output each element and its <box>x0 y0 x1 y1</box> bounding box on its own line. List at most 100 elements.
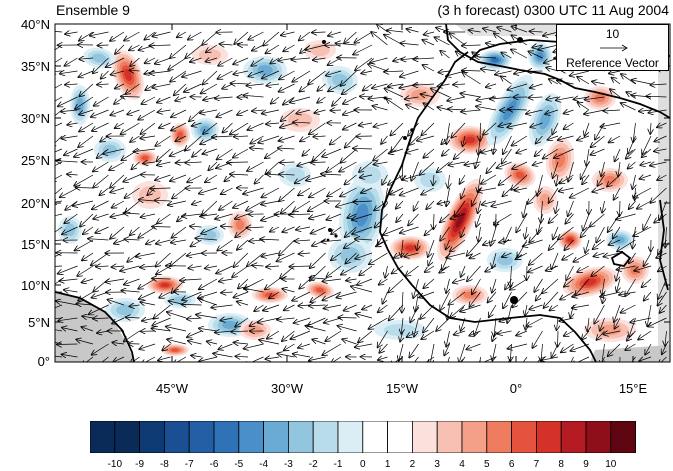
colorbar-box <box>90 421 116 453</box>
wind-vector <box>82 316 94 318</box>
wind-vector <box>235 317 249 327</box>
wind-vector <box>59 279 78 281</box>
wind-vector <box>420 161 435 175</box>
wind-vector <box>310 291 326 302</box>
wind-vector <box>328 83 342 91</box>
wind-vector <box>248 31 264 40</box>
wind-vector <box>200 214 218 216</box>
wind-vector <box>413 84 435 85</box>
wind-vector <box>312 340 326 345</box>
wind-vector <box>309 357 326 361</box>
wind-vector <box>568 200 574 216</box>
wind-vector <box>154 304 171 319</box>
wind-vector <box>478 188 497 191</box>
wind-vector <box>650 122 651 134</box>
wind-vector <box>269 291 280 298</box>
wind-vector <box>92 200 109 209</box>
wind-vector <box>341 70 357 86</box>
wind-vector <box>460 93 481 98</box>
wind-vector <box>55 329 63 332</box>
wind-vector <box>313 136 326 137</box>
wind-vector <box>428 239 435 257</box>
wind-vector <box>200 110 218 113</box>
wind-vector <box>446 187 449 206</box>
wind-vector <box>55 83 63 89</box>
wind-vector <box>310 252 326 268</box>
wind-vector <box>615 317 621 329</box>
wind-vector <box>259 340 280 345</box>
wind-vector <box>284 343 295 350</box>
wind-vector <box>143 162 156 164</box>
lat-label: 25°N <box>20 153 50 168</box>
wind-vector <box>166 327 187 332</box>
wind-vector <box>549 187 559 203</box>
wind-vector <box>162 343 171 350</box>
wind-vector <box>170 44 187 58</box>
wind-vector <box>392 265 404 274</box>
wind-vector <box>331 356 342 362</box>
colorbar-box <box>287 421 314 453</box>
wind-vector <box>510 265 511 287</box>
colorbar-box <box>560 421 587 453</box>
wind-vector <box>203 148 218 154</box>
wind-vector <box>182 291 202 300</box>
wind-vector <box>246 227 264 228</box>
wind-vector <box>525 226 527 239</box>
wind-vector <box>317 83 326 91</box>
wind-vector <box>60 71 78 74</box>
wind-vector <box>92 122 109 131</box>
reference-vector-magnitude: 10 <box>605 27 620 41</box>
wind-vector <box>396 200 404 209</box>
wind-vector <box>177 31 187 37</box>
wind-vector <box>290 266 311 267</box>
wind-vector <box>460 304 481 312</box>
wind-vector <box>504 226 512 243</box>
wind-vector <box>77 265 94 276</box>
lon-label: 45°W <box>156 381 188 396</box>
wind-vector <box>185 135 202 151</box>
wind-vector <box>98 45 109 46</box>
wind-vector <box>130 305 140 306</box>
wind-vector <box>298 344 311 348</box>
wind-vector <box>387 30 404 32</box>
wind-vector <box>507 122 528 127</box>
colorbar-box <box>139 421 165 453</box>
wind-vector <box>130 135 140 142</box>
wind-vector <box>591 265 605 276</box>
wind-vector <box>322 343 342 355</box>
wind-vector <box>82 252 94 260</box>
wind-vector <box>64 213 78 223</box>
wind-vector <box>223 122 233 133</box>
wind-vector <box>505 278 512 289</box>
wind-vector <box>196 315 218 318</box>
wind-vector <box>618 161 620 176</box>
wind-vector <box>453 84 466 85</box>
wind-vector <box>440 51 450 59</box>
wind-vector <box>56 161 78 162</box>
wind-vector <box>215 213 233 219</box>
wind-vector <box>93 213 109 219</box>
anomaly-contour <box>316 287 324 293</box>
wind-vector <box>379 343 388 353</box>
wind-vector <box>385 88 404 98</box>
wind-vector <box>62 354 78 357</box>
island <box>410 128 414 132</box>
wind-vector <box>536 135 543 143</box>
lon-label: 15°W <box>386 381 418 396</box>
wind-vector <box>342 339 357 345</box>
wind-vector <box>271 96 280 104</box>
wind-vector <box>486 84 497 87</box>
wind-vector <box>78 135 94 147</box>
wind-vector <box>351 286 373 293</box>
wind-vector <box>302 148 311 156</box>
wind-vector <box>581 161 590 179</box>
wind-vector <box>546 265 559 271</box>
wind-vector <box>461 110 481 112</box>
wind-vector <box>472 278 481 294</box>
wind-vector <box>630 317 652 322</box>
wind-vector <box>234 252 249 267</box>
wind-vector <box>266 44 280 53</box>
wind-vector <box>444 343 450 355</box>
wind-vector <box>529 252 543 265</box>
wind-vector <box>140 266 156 267</box>
